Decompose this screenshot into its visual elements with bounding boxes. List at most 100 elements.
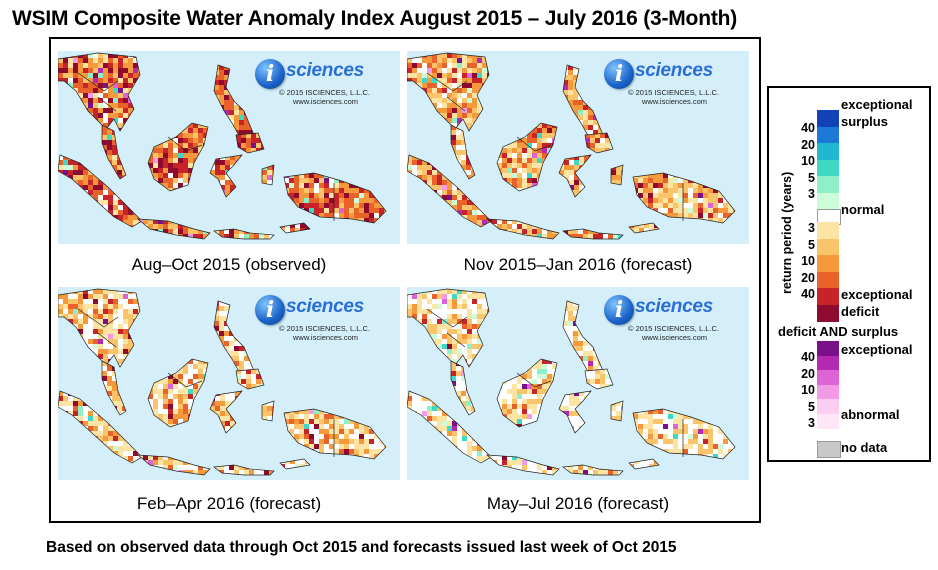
coastline-sumatra <box>58 390 143 464</box>
legend-swatch-both <box>817 413 839 429</box>
logo-wordmark: sciences <box>286 296 364 317</box>
legend-swatch-deficit <box>817 288 839 305</box>
legend-swatch-surplus <box>817 192 839 210</box>
panel-caption: Feb–Apr 2016 (forecast) <box>136 494 322 513</box>
logo-url: www.isciences.com <box>293 333 359 342</box>
coastline-moluccas <box>261 400 275 422</box>
coastline-timor <box>279 458 311 470</box>
legend-tick-deficit: 5 <box>808 237 815 252</box>
legend-swatch-deficit <box>817 255 839 272</box>
legend: return period (years) 40 20 10 5 3 3 5 10 20 40 40… <box>767 86 931 462</box>
coastline-sulawesi <box>209 390 243 434</box>
coastline-borneo <box>496 122 558 192</box>
isciences-logo: i sciences © 2015 ISCIENCES, L.L.C. www.isc… <box>604 295 749 342</box>
logo-wordmark: sciences <box>635 60 713 81</box>
coastline-mindanao <box>235 132 265 154</box>
legend-tick-both: 40 <box>801 350 815 364</box>
logo-i-icon: i <box>604 59 634 89</box>
coastline-timor <box>279 222 311 234</box>
isciences-logo: i sciences © 2015 ISCIENCES, L.L.C. www.isc… <box>255 59 400 106</box>
logo-i-icon: i <box>255 295 285 325</box>
legend-swatch-both <box>817 341 839 356</box>
country-borders <box>426 308 684 457</box>
coastline-mindanao <box>584 132 614 154</box>
map-svg <box>58 288 387 476</box>
legend-both-bottom: abnormal <box>841 407 900 422</box>
anomaly-grid-borneo <box>497 123 557 191</box>
coastline-new-guinea <box>283 408 387 460</box>
country-borders <box>77 308 335 457</box>
logo-copyright: © 2015 ISCIENCES, L.L.C. <box>628 324 719 333</box>
legend-swatch-both <box>817 399 839 414</box>
coastline-lesser-sunda <box>562 464 624 476</box>
coastline-java <box>485 454 560 476</box>
legend-surplus-label-2: surplus <box>841 114 888 129</box>
legend-tick-deficit: 20 <box>801 270 815 285</box>
legend-deficit-label-2: deficit <box>841 304 880 319</box>
legend-tick-both: 20 <box>801 366 815 381</box>
coastline-mindanao <box>584 368 614 390</box>
logo-wordmark: sciences <box>635 296 713 317</box>
coastline-new-guinea <box>632 172 736 224</box>
panel-caption: Aug–Oct 2015 (observed) <box>131 255 327 274</box>
map-panel-feb-apr-2016: i sciences © 2015 ISCIENCES, L.L.C. www.isc… <box>58 287 400 480</box>
coastline-moluccas <box>610 164 624 186</box>
coastline-indochina <box>58 52 141 132</box>
coastline-malay-peninsula <box>101 360 127 416</box>
anomaly-grid-sumatra <box>407 155 491 227</box>
anomaly-grid-borneo <box>148 359 208 427</box>
legend-swatch-deficit <box>817 238 839 256</box>
anomaly-grid-new-guinea <box>633 409 735 459</box>
logo-url: www.isciences.com <box>293 97 359 106</box>
legend-tick-deficit: 40 <box>801 287 815 301</box>
coastline-borneo <box>147 122 209 192</box>
legend-no-data-label: no data <box>841 440 888 455</box>
country-borders <box>77 72 335 221</box>
coastline-indochina <box>407 52 490 132</box>
map-svg <box>407 52 736 240</box>
coastline-lesser-sunda <box>562 228 624 240</box>
legend-swatch-surplus <box>817 110 839 127</box>
anomaly-grid-borneo <box>148 123 208 191</box>
country-borders <box>426 72 684 221</box>
logo-url: www.isciences.com <box>642 333 708 342</box>
coastline-borneo <box>147 358 209 428</box>
coastline-java <box>136 218 211 240</box>
map-svg <box>58 52 387 240</box>
legend-tick-deficit: 3 <box>808 221 815 235</box>
coastline-moluccas <box>610 400 624 422</box>
anomaly-grid-indochina <box>58 53 140 131</box>
legend-tick-both: 5 <box>808 399 815 414</box>
map-svg <box>407 288 736 476</box>
coastline-malay-peninsula <box>450 360 476 416</box>
coastline-mindanao <box>235 368 265 390</box>
logo-copyright: © 2015 ISCIENCES, L.L.C. <box>279 88 370 97</box>
legend-swatch-surplus <box>817 176 839 193</box>
coastline-indochina <box>58 288 141 368</box>
coastline-borneo <box>496 358 558 428</box>
legend-tick-surplus: 3 <box>808 187 815 201</box>
logo-copyright: © 2015 ISCIENCES, L.L.C. <box>279 324 370 333</box>
legend-tick-surplus: 10 <box>801 154 815 168</box>
coastline-malay-peninsula <box>450 124 476 180</box>
legend-tick-surplus: 5 <box>808 170 815 185</box>
logo-wordmark: sciences <box>286 60 364 81</box>
anomaly-grid-java <box>138 219 210 239</box>
logo-i-icon: i <box>255 59 285 89</box>
coastline-java <box>136 454 211 476</box>
coastline-new-guinea <box>283 172 387 224</box>
legend-swatch-deficit <box>817 304 839 322</box>
coastline-moluccas <box>261 164 275 186</box>
anomaly-grid-philippines <box>563 301 603 377</box>
legend-normal-label: normal <box>841 202 885 217</box>
logo-url: www.isciences.com <box>642 97 708 106</box>
map-panel-may-jul-2016: i sciences © 2015 ISCIENCES, L.L.C. www.isc… <box>407 287 749 480</box>
legend-swatch-both <box>817 370 839 385</box>
panel-caption: Nov 2015–Jan 2016 (forecast) <box>463 255 693 274</box>
map-panel-nov-jan-2016: i sciences © 2015 ISCIENCES, L.L.C. www.isc… <box>407 51 749 244</box>
coastline-sumatra <box>407 154 492 228</box>
isciences-logo: i sciences © 2015 ISCIENCES, L.L.C. www.isc… <box>604 59 749 106</box>
legend-surplus-label: exceptional <box>841 97 913 112</box>
coastline-lesser-sunda <box>213 464 275 476</box>
map-frame: i sciences © 2015 ISCIENCES, L.L.C. www.isc… <box>49 37 761 523</box>
